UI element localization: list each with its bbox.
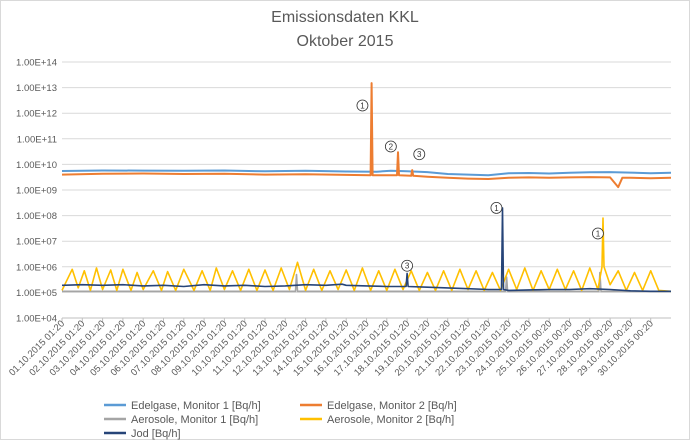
- chart-subtitle: Oktober 2015: [297, 33, 394, 50]
- series-lines: [61, 82, 672, 293]
- legend-label: Aerosole, Monitor 1 [Bq/h]: [131, 414, 258, 426]
- annotation-label: 2: [389, 143, 394, 152]
- annotation-label: 1: [360, 101, 365, 110]
- y-tick-label: 1.00E+09: [16, 186, 57, 197]
- annotations: 1 2 3 1 3 1: [356, 99, 604, 272]
- legend-label: Aerosole, Monitor 2 [Bq/h]: [327, 414, 454, 426]
- series-line-5: [61, 207, 671, 293]
- y-tick-label: 1.00E+11: [17, 134, 57, 145]
- annotation-label: 1: [596, 229, 601, 238]
- annotation-marker: [401, 259, 414, 272]
- legend-label: Edelgase, Monitor 1 [Bq/h]: [131, 400, 261, 412]
- annotation-label: 1: [494, 204, 499, 213]
- series-line-1: [61, 169, 672, 177]
- y-tick-label: 1.00E+10: [16, 160, 57, 171]
- y-tick-label: 1.00E+14: [16, 58, 57, 69]
- y-tick-label: 1.00E+05: [16, 288, 57, 299]
- legend-label: Edelgase, Monitor 2 [Bq/h]: [327, 400, 457, 412]
- series-line-4: [61, 217, 672, 293]
- y-tick-label: 1.00E+12: [16, 109, 57, 120]
- legend-label: Jod [Bq/h]: [131, 428, 181, 440]
- y-tick-label: 1.00E+04: [16, 314, 57, 325]
- annotation-marker: [490, 201, 503, 214]
- y-tick-label: 1.00E+08: [16, 211, 57, 222]
- y-axis-ticks: 1.00E+04 1.00E+05 1.00E+06 1.00E+07 1.00E+08…: [16, 58, 57, 325]
- series-line-2: [61, 82, 672, 189]
- annotation-label: 3: [405, 262, 410, 271]
- legend: Edelgase, Monitor 1 [Bq/h] Edelgase, Moni…: [104, 400, 457, 440]
- annotation-marker: [592, 227, 604, 240]
- y-tick-label: 1.00E+07: [16, 237, 57, 248]
- annotation-marker: [356, 99, 369, 112]
- annotation-marker: [413, 148, 426, 161]
- y-tick-label: 1.00E+13: [16, 83, 57, 94]
- annotation-label: 3: [417, 150, 422, 159]
- annotation-marker: [384, 140, 397, 153]
- chart-title: Emissionsdaten KKL: [271, 9, 419, 26]
- y-tick-label: 1.00E+06: [16, 262, 57, 273]
